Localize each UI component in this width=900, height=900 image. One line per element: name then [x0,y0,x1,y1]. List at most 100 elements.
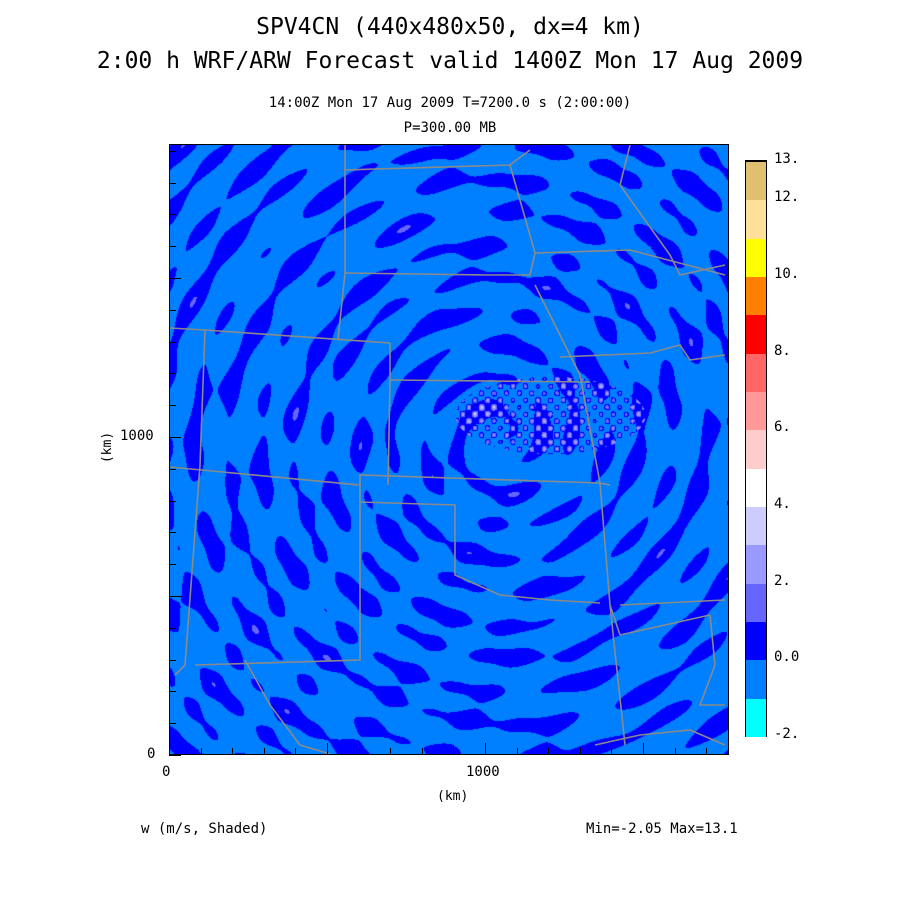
y-tick [169,150,176,152]
colorbar-bin [746,697,766,737]
x-tick [358,748,360,755]
border-line [387,343,391,486]
colorbar-bin [746,391,766,431]
colorbar-bin [746,506,766,546]
colorbar-bin [746,199,766,239]
border-line [170,327,391,344]
y-tick [169,405,176,407]
y-tick [169,627,176,629]
y-tick [169,500,176,502]
y-tick-label-0: 0 [147,746,156,762]
border-line [170,466,611,486]
border-line [244,659,331,754]
y-tick [169,341,176,343]
y-tick [169,564,176,566]
border-line [509,164,536,254]
colorbar-label: 8. [774,342,791,359]
x-tick [327,743,328,755]
border-line [619,599,726,606]
w-field-shading [170,145,728,754]
x-tick-label-0: 0 [162,764,171,780]
title-line2: 2:00 h WRF/ARW Forecast valid 1400Z Mon … [96,48,804,74]
y-tick [169,309,176,311]
colorbar-bin [746,582,766,622]
x-tick [516,748,518,755]
x-tick [200,748,202,755]
y-tick [169,278,181,279]
x-tick [295,748,297,755]
border-line [534,249,726,276]
x-tick [232,748,234,755]
colorbar-bin [746,237,766,277]
colorbar-bin [746,544,766,584]
colorbar [745,160,767,737]
y-tick-label-1000: 1000 [120,428,154,444]
colorbar-label: 12. [774,189,800,206]
x-tick [674,748,676,755]
colorbar-bin [746,276,766,316]
x-tick [169,743,170,755]
x-tick [485,743,486,755]
colorbar-label: 4. [774,496,791,512]
x-tick [263,748,265,755]
x-tick [390,748,392,755]
pressure-level: P=300.00 MB [403,120,497,136]
map-plot-area [169,144,729,755]
y-tick [169,182,176,184]
x-tick [579,748,581,755]
state-borders [170,145,726,754]
colorbar-label: 13. [774,151,800,167]
y-tick [169,596,181,597]
border-line [698,614,725,706]
valid-time: 14:00Z Mon 17 Aug 2009 T=7200.0 s (2:00:… [268,95,632,111]
colorbar-label: 6. [774,419,791,436]
colorbar-bin [746,161,766,201]
border-line [344,149,531,171]
min-max-label: Min=-2.05 Max=13.1 [586,821,738,837]
y-tick [169,468,176,470]
colorbar-bin [746,467,766,507]
y-tick [169,659,176,661]
border-line [389,379,591,383]
y-tick [169,532,176,534]
colorbar-bin [746,621,766,661]
border-line [609,604,626,746]
x-axis-label: (km) [437,789,469,804]
border-line [174,329,206,676]
x-tick [611,748,613,755]
border-line [534,284,601,484]
colorbar-label: 0.0 [774,649,800,666]
colorbar-bin [746,659,766,699]
colorbar-label: -2. [774,726,800,742]
border-line [594,729,726,746]
border-line [619,145,726,276]
colorbar-bin [746,314,766,354]
border-line [599,482,711,636]
field-label: w (m/s, Shaded) [141,821,268,837]
y-tick [169,691,176,693]
border-line [344,252,536,276]
y-axis-label: (km) [100,431,116,464]
title-line1: SPV4CN (440x480x50, dx=4 km) [256,14,644,40]
y-tick [169,246,176,248]
x-tick-label-1000: 1000 [466,764,500,780]
x-tick [643,743,644,755]
colorbar-label: 10. [774,266,800,282]
border-line [194,485,361,666]
y-tick [169,373,176,375]
x-tick [548,748,550,755]
y-tick [169,437,181,438]
border-line [337,145,346,341]
border-line [559,344,726,361]
x-tick [421,748,423,755]
y-tick [169,755,181,756]
border-line [359,501,601,604]
colorbar-bin [746,352,766,392]
y-tick [169,723,176,725]
x-tick [706,748,708,755]
x-tick [453,748,455,755]
colorbar-bin [746,429,766,469]
y-tick [169,214,176,216]
colorbar-label: 2. [774,572,791,589]
